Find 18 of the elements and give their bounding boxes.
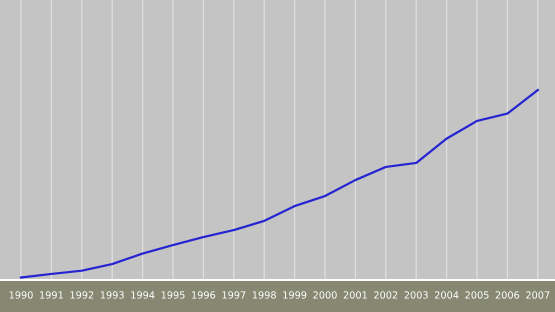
x-tick-label: 2005 — [465, 291, 489, 299]
x-tick-label: 1996 — [192, 291, 216, 299]
x-tick-label: 1992 — [70, 291, 94, 299]
x-tick-label: 2004 — [434, 291, 458, 299]
x-tick-label: 2007 — [526, 291, 550, 299]
x-tick-label: 2000 — [313, 291, 337, 299]
x-tick-label: 1991 — [40, 291, 63, 299]
x-tick-label: 2002 — [374, 291, 398, 299]
x-tick-label: 1993 — [100, 291, 124, 299]
x-tick-label: 2003 — [404, 291, 428, 299]
x-tick-label: 2001 — [344, 291, 367, 299]
x-tick-label: 1995 — [162, 291, 185, 299]
x-tick-label: 2006 — [496, 291, 520, 299]
x-tick-label: 1999 — [283, 291, 306, 299]
x-tick-label: 1990 — [10, 291, 33, 299]
x-tick-label: 1994 — [131, 291, 154, 299]
x-tick-label: 1998 — [252, 291, 276, 299]
x-tick-label: 1997 — [222, 291, 246, 299]
